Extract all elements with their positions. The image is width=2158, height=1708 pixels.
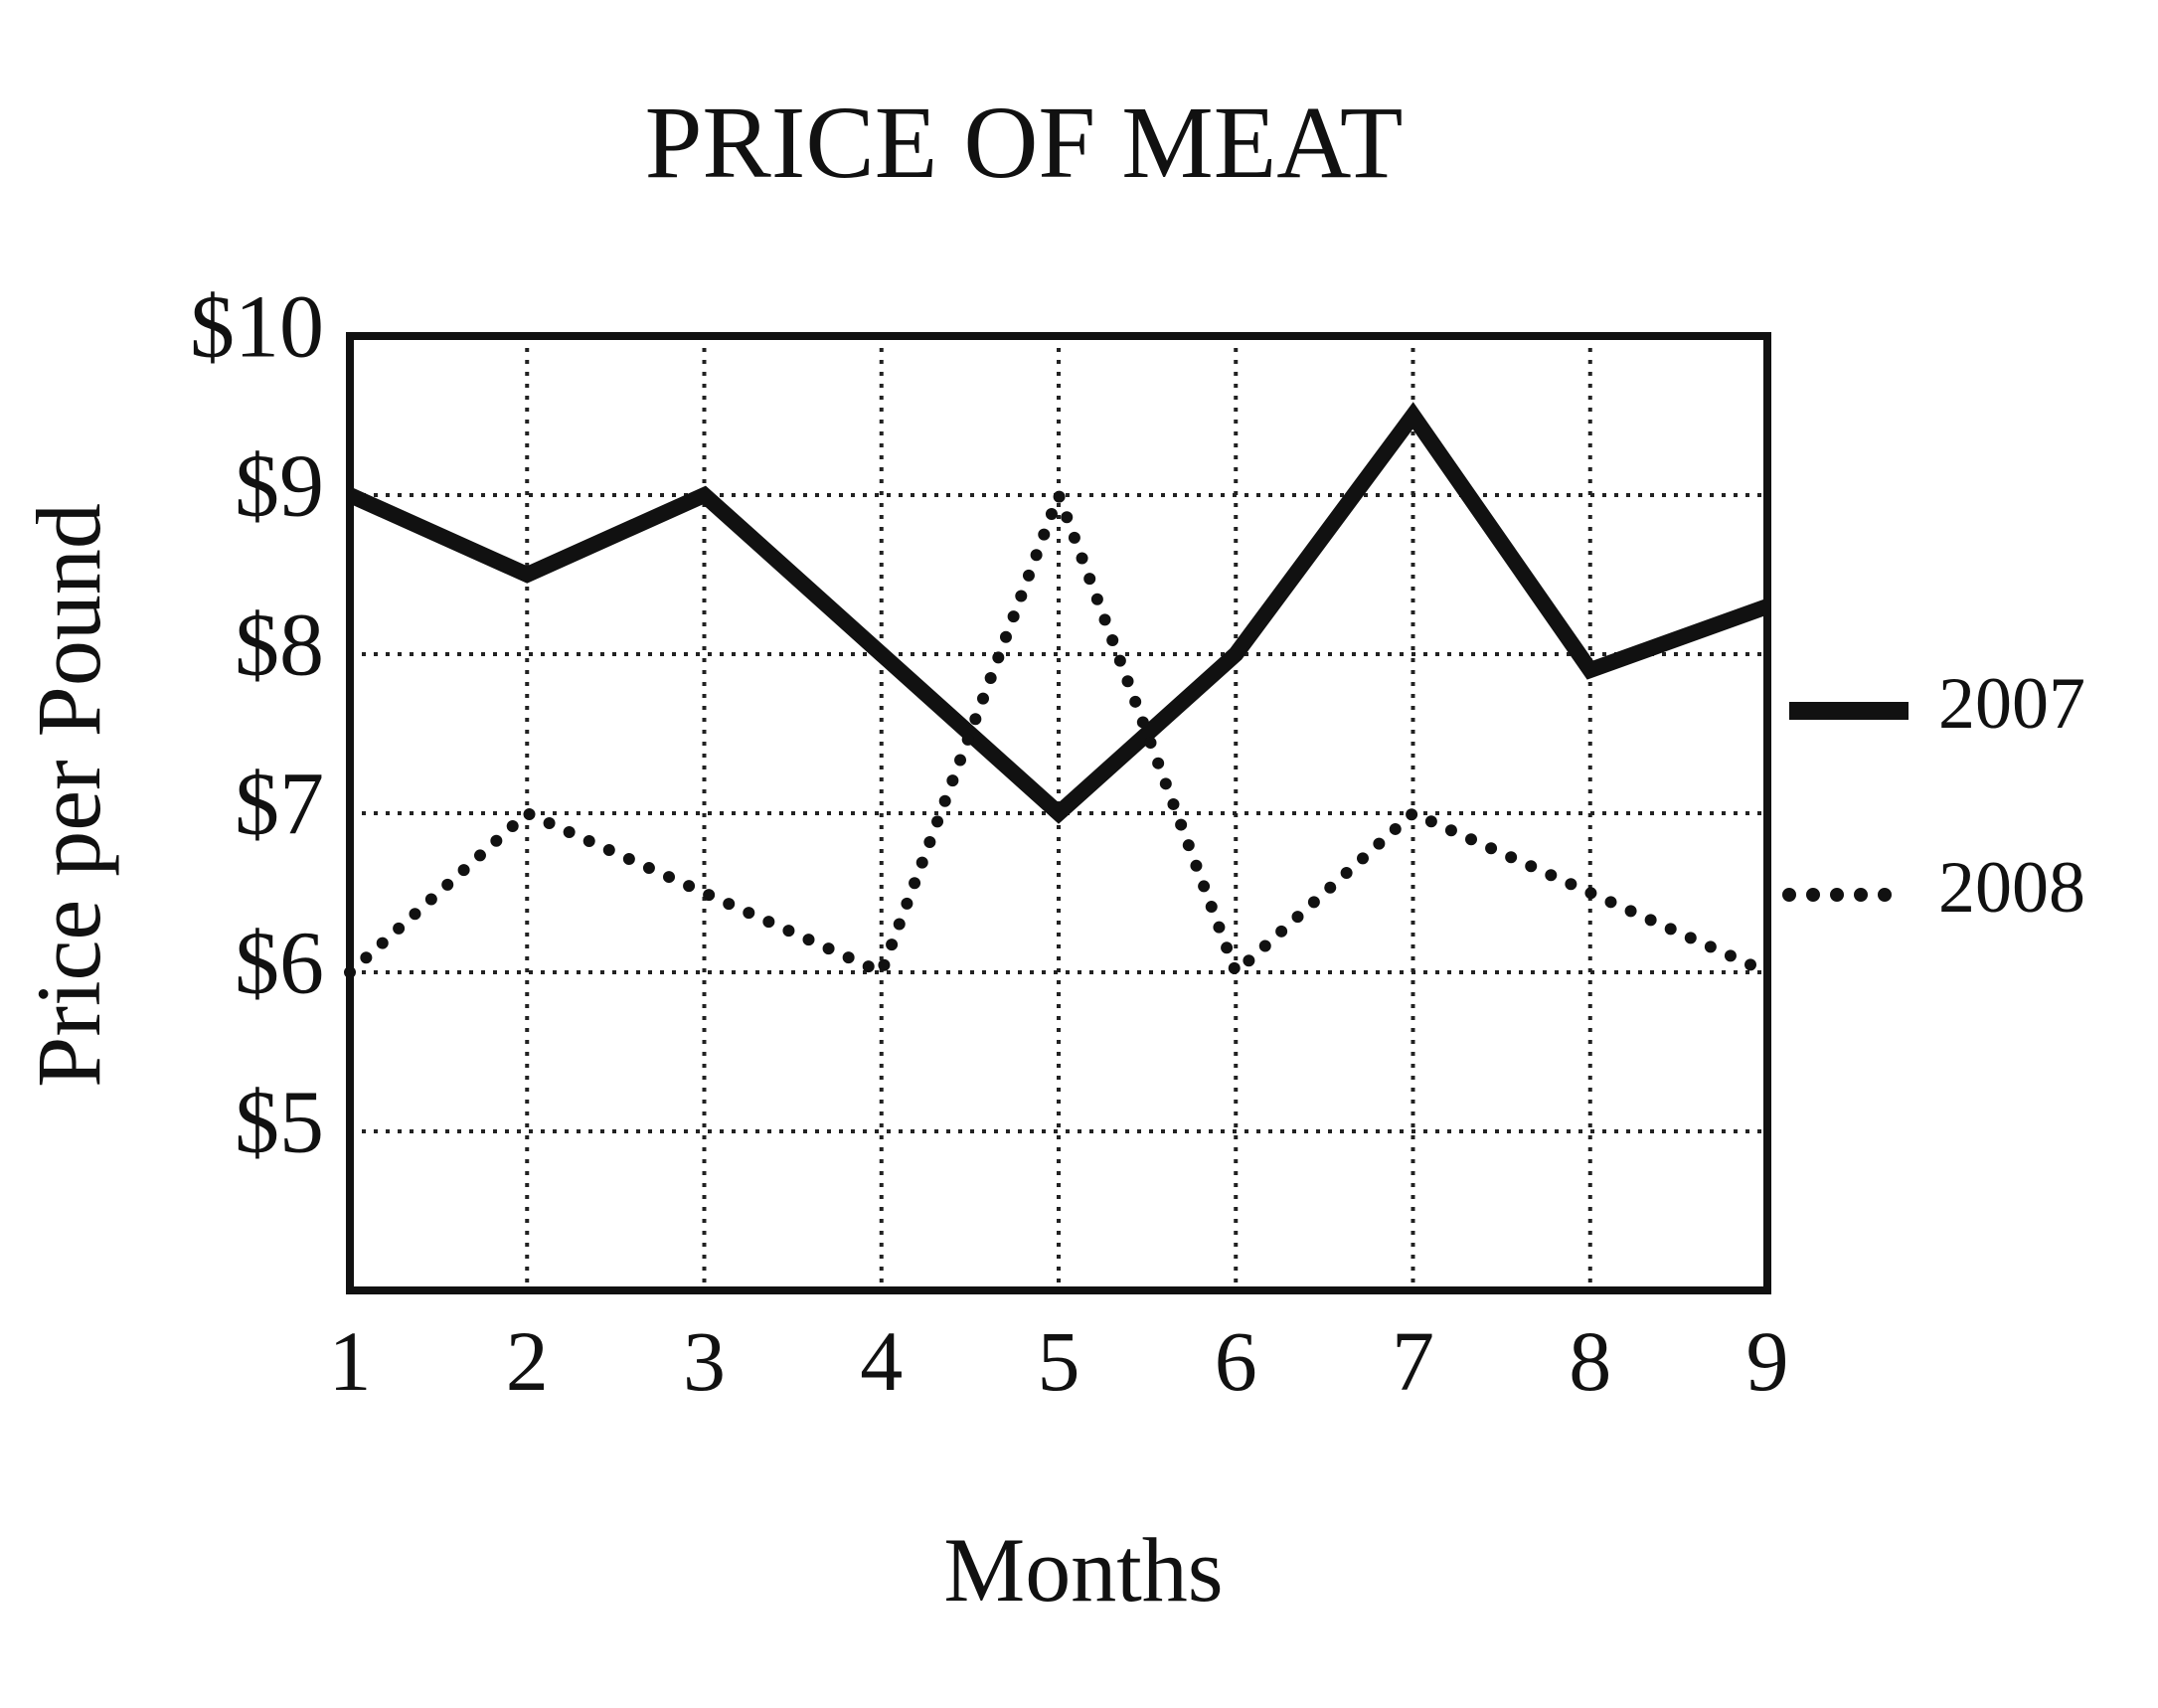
y-tick-label: $6 [235,915,324,1013]
x-tick-label: 6 [1215,1313,1257,1409]
y-tick-label: $7 [235,756,324,854]
y-tick-label: $10 [190,278,324,377]
legend-label-2008: 2008 [1938,847,2085,929]
plot-frame [346,332,1771,1294]
x-tick-label: 3 [683,1313,726,1409]
x-tick-label: 2 [506,1313,549,1409]
series-line-2008 [344,477,1773,983]
x-tick-label: 7 [1392,1313,1434,1409]
x-tick-label: 9 [1746,1313,1789,1409]
y-tick-label: $8 [235,597,324,695]
series-lines [344,402,1773,983]
x-tick-label: 8 [1569,1313,1611,1409]
y-tick-label: $5 [235,1074,324,1172]
y-tick-label: $9 [235,437,324,536]
x-tick-label: 1 [329,1313,372,1409]
chart-title: PRICE OF MEAT [645,85,1404,200]
x-tick-label: 5 [1038,1313,1080,1409]
x-tick-label: 4 [860,1313,903,1409]
legend: 2007 2008 [1782,663,2085,929]
y-axis-label: Price per Pound [18,503,119,1088]
series-line-2007 [346,402,1770,824]
y-tick-labels: $5 $6 $7 $8 $9 $10 [190,278,324,1172]
legend-label-2007: 2007 [1938,663,2085,745]
x-axis-label: Months [943,1519,1223,1621]
x-tick-labels: 1 2 3 4 5 6 7 8 9 [329,1313,1789,1409]
